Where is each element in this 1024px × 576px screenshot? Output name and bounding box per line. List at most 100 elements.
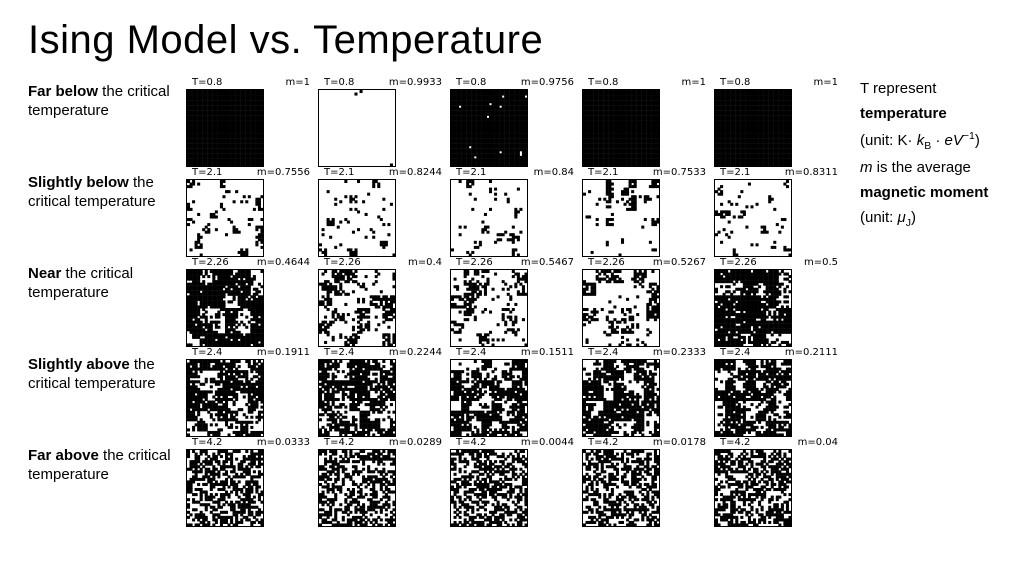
legend-text: T representtemperature(unit: K· kB · eV−…	[846, 77, 1002, 234]
panel-caption: T=4.2m=0.0289	[318, 437, 450, 449]
ising-panel: T=2.26m=0.5467	[450, 257, 582, 347]
ising-panel: T=4.2m=0.0044	[450, 437, 582, 527]
ising-lattice-canvas	[714, 359, 792, 437]
row-label-text: Far above the critical temperature	[28, 447, 186, 485]
ising-lattice-canvas	[186, 449, 264, 527]
panel-magnetization: m=0.8311	[785, 167, 838, 178]
ising-lattice-canvas	[450, 89, 528, 167]
panel-caption: T=2.26m=0.4	[318, 257, 450, 269]
grid-row: T=0.8m=1T=0.8m=0.9933T=0.8m=0.9756T=0.8m…	[186, 77, 846, 167]
panel-temperature: T=4.2	[456, 437, 486, 448]
panel-magnetization: m=0.1511	[521, 347, 574, 358]
panel-temperature: T=2.26	[192, 257, 229, 268]
row-label-text: Far below the critical temperature	[28, 83, 186, 121]
panel-magnetization: m=0.8244	[389, 167, 442, 178]
legend-line: temperature	[860, 102, 1002, 125]
panel-temperature: T=2.26	[324, 257, 361, 268]
ising-lattice-canvas	[714, 449, 792, 527]
legend-line: T represent	[860, 77, 1002, 100]
row-label-text: Slightly above the critical temperature	[28, 356, 186, 394]
panel-caption: T=2.26 m=0.4644	[186, 257, 318, 269]
ising-lattice-canvas	[714, 179, 792, 257]
ising-lattice-canvas	[450, 179, 528, 257]
panel-magnetization: m=0.9933	[389, 77, 442, 88]
legend-line: (unit: μJ)	[860, 206, 1002, 231]
ising-panel: T=4.2m=0.0178	[582, 437, 714, 527]
panel-magnetization: m=0.5467	[521, 257, 574, 268]
legend-line: m is the average	[860, 156, 1002, 179]
ising-panel: T=2.1 m=0.7533	[582, 167, 714, 257]
panel-temperature: T=0.8	[720, 77, 750, 88]
row-label: Far above the critical temperature	[28, 441, 186, 532]
panel-caption: T=2.4 m=0.1511	[450, 347, 582, 359]
ising-lattice-canvas	[318, 269, 396, 347]
panel-temperature: T=2.26	[588, 257, 625, 268]
panel-caption: T=4.2m=0.04	[714, 437, 846, 449]
panel-temperature: T=2.4	[324, 347, 354, 358]
panel-temperature: T=0.8	[588, 77, 618, 88]
row-label: Far below the critical temperature	[28, 77, 186, 168]
panel-magnetization: m=0.0333	[257, 437, 310, 448]
panel-caption: T=0.8m=1	[186, 77, 318, 89]
ising-lattice-canvas	[582, 449, 660, 527]
panel-caption: T=2.26m=0.5467	[450, 257, 582, 269]
ising-lattice-canvas	[450, 269, 528, 347]
panel-temperature: T=2.4	[192, 347, 222, 358]
ising-panel: T=0.8 m=1	[714, 77, 846, 167]
ising-panel: T=2.1 m=0.7556	[186, 167, 318, 257]
ising-panel: T=2.1 m=0.8311	[714, 167, 846, 257]
panel-temperature: T=2.4	[588, 347, 618, 358]
panel-magnetization: m=0.2244	[389, 347, 442, 358]
panel-magnetization: m=0.1911	[257, 347, 310, 358]
panel-magnetization: m=0.7556	[257, 167, 310, 178]
ising-lattice-canvas	[714, 269, 792, 347]
ising-panel: T=2.26m=0.5	[714, 257, 846, 347]
ising-lattice-canvas	[318, 89, 396, 167]
panel-caption: T=0.8 m=0.9756	[450, 77, 582, 89]
ising-panel: T=2.4 m=0.2244	[318, 347, 450, 437]
panel-magnetization: m=0.7533	[653, 167, 706, 178]
panel-caption: T=2.4m=0.2111	[714, 347, 846, 359]
panel-temperature: T=2.1	[456, 167, 486, 178]
panel-caption: T=2.26m=0.5	[714, 257, 846, 269]
panel-temperature: T=0.8	[456, 77, 486, 88]
legend-line: magnetic moment	[860, 181, 1002, 204]
panel-magnetization: m=1	[814, 77, 838, 88]
ising-lattice-canvas	[582, 179, 660, 257]
row-label: Slightly above the critical temperature	[28, 350, 186, 441]
ising-lattice-canvas	[450, 359, 528, 437]
ising-lattice-canvas	[186, 89, 264, 167]
panel-temperature: T=4.2	[324, 437, 354, 448]
ising-lattice-canvas	[450, 449, 528, 527]
panel-temperature: T=2.1	[588, 167, 618, 178]
panel-magnetization: m=0.4644	[257, 257, 310, 268]
ising-lattice-canvas	[318, 179, 396, 257]
ising-lattice-canvas	[582, 89, 660, 167]
grid-row: T=2.4m=0.1911T=2.4m=0.2244T=2.4m=0.1511T…	[186, 347, 846, 437]
ising-lattice-canvas	[582, 359, 660, 437]
panel-magnetization: m=0.5	[804, 257, 838, 268]
ising-lattice-canvas	[186, 359, 264, 437]
panel-caption: T=4.2m=0.0333	[186, 437, 318, 449]
slide: Ising Model vs. Temperature Far below th…	[0, 0, 1024, 576]
panel-temperature: T=2.4	[456, 347, 486, 358]
panel-temperature: T=2.1	[720, 167, 750, 178]
slide-body: Far below the critical temperature Slight…	[28, 77, 1002, 532]
ising-panel: T=2.4 m=0.1911	[186, 347, 318, 437]
ising-panel: T=2.26m=0.5267	[582, 257, 714, 347]
ising-lattice-canvas	[714, 89, 792, 167]
ising-panel: T=4.2m=0.0289	[318, 437, 450, 527]
ising-panel: T=2.1m=0.8244	[318, 167, 450, 257]
panel-temperature: T=2.4	[720, 347, 750, 358]
grid-row: T=2.1m=0.7556T=2.1m=0.8244T=2.1m=0.84T=2…	[186, 167, 846, 257]
ising-panel: T=0.8m=1	[186, 77, 318, 167]
ising-panel: T=4.2m=0.04	[714, 437, 846, 527]
panel-caption: T=2.4m=0.2333	[582, 347, 714, 359]
panel-temperature: T=2.1	[192, 167, 222, 178]
ising-panel: T=0.8m=0.9933	[318, 77, 450, 167]
panel-magnetization: m=0.9756	[521, 77, 574, 88]
panel-caption: T=2.1 m=0.7533	[582, 167, 714, 179]
panel-caption: T=2.1 m=0.8311	[714, 167, 846, 179]
panel-magnetization: m=0.0178	[653, 437, 706, 448]
panel-caption: T=2.1 m=0.7556	[186, 167, 318, 179]
